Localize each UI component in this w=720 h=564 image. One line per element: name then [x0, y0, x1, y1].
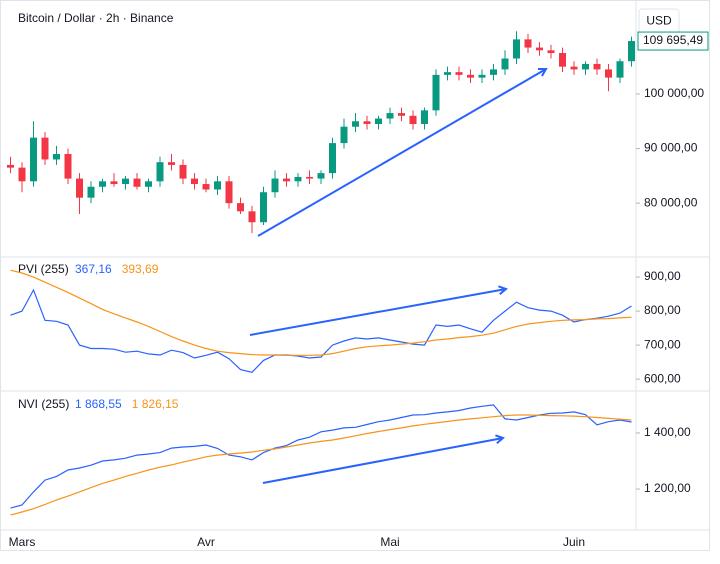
chart-title: Bitcoin / Dollar · 2h · Binance — [18, 11, 174, 25]
candle-body — [501, 58, 509, 70]
candle-body — [582, 63, 589, 70]
candle-body — [605, 69, 612, 78]
candle-body — [283, 178, 290, 182]
candle-body — [593, 63, 601, 70]
candle-body — [559, 53, 566, 67]
x-tick-label: Avr — [197, 535, 215, 549]
trend-arrow — [257, 69, 546, 237]
trend-arrow — [262, 438, 503, 484]
candle-body — [409, 115, 417, 124]
candle-body — [513, 39, 520, 59]
candle-body — [375, 118, 382, 124]
candle-body — [133, 178, 141, 187]
currency: USD — [646, 14, 672, 28]
candle-body — [110, 181, 118, 185]
series-line — [10, 288, 632, 373]
y-tick-label: 80 000,00 — [644, 195, 698, 209]
legend-entry: 1 868,55 — [75, 397, 122, 411]
candle-body — [214, 181, 221, 190]
candle-body — [271, 178, 279, 193]
candle-body — [386, 113, 394, 119]
legend-entry: 367,16 — [75, 262, 112, 276]
series-line — [10, 414, 632, 516]
y-tick-label: 1 200,00 — [644, 481, 691, 495]
candle-body — [524, 39, 532, 48]
candle-body — [340, 126, 348, 144]
candle-body — [352, 121, 359, 127]
candle-body — [76, 178, 83, 198]
x-tick-label: Mars — [9, 535, 36, 549]
candle-body — [248, 211, 256, 223]
candle-body — [41, 137, 49, 160]
candle-body — [478, 74, 486, 78]
candle-body — [363, 121, 371, 124]
candle-body — [260, 192, 267, 223]
candle-body — [202, 184, 210, 190]
candle-body — [467, 74, 474, 78]
candle-body — [168, 162, 175, 165]
x-tick-label: Juin — [563, 535, 585, 549]
candle-body — [179, 164, 187, 179]
y-tick-label: 600,00 — [644, 371, 681, 385]
last-price-box — [637, 31, 709, 51]
candle-body — [306, 176, 313, 179]
candle-body — [432, 74, 440, 111]
candle-body — [64, 154, 72, 179]
candle-body — [455, 72, 463, 75]
candle-body — [18, 167, 26, 182]
candle-body — [191, 178, 198, 185]
x-tick-label: Mai — [380, 535, 399, 549]
legend-entry: 393,69 — [122, 262, 159, 276]
candle-body — [225, 181, 233, 204]
y-tick-label: 1 400,00 — [644, 425, 691, 439]
candle-body — [87, 186, 95, 198]
candle-body — [99, 181, 106, 187]
candle-body — [329, 143, 336, 174]
candle-body — [628, 41, 635, 62]
series-line — [10, 269, 632, 356]
indicator-title: PVI (255) — [18, 262, 69, 276]
indicator-title: NVI (255) — [18, 397, 69, 411]
candle-body — [421, 110, 428, 124]
candle-body — [547, 50, 555, 54]
trend-arrow — [249, 289, 506, 336]
candle-body — [53, 154, 60, 160]
candle-body — [294, 176, 302, 182]
y-tick-label: 100 000,00 — [644, 86, 704, 100]
series-line — [10, 404, 632, 509]
y-tick-label: 900,00 — [644, 269, 681, 283]
candle-body — [156, 162, 164, 182]
candle-body — [444, 72, 451, 75]
candle-body — [536, 47, 543, 51]
candle-body — [7, 164, 14, 168]
legend-entry: 1 826,15 — [132, 397, 179, 411]
y-tick-label: 700,00 — [644, 337, 681, 351]
candle-body — [570, 66, 578, 70]
candle-body — [145, 181, 152, 187]
candle-body — [237, 203, 244, 212]
y-tick-label: 800,00 — [644, 303, 681, 317]
candle-body — [616, 61, 624, 78]
candle-body — [398, 113, 405, 116]
candle-body — [317, 173, 325, 179]
last-price-label: 109 695,49 — [643, 33, 703, 47]
y-tick-label: 90 000,00 — [644, 141, 698, 155]
candle-body — [30, 137, 37, 182]
candle-body — [122, 178, 129, 185]
candle-body — [490, 69, 497, 75]
